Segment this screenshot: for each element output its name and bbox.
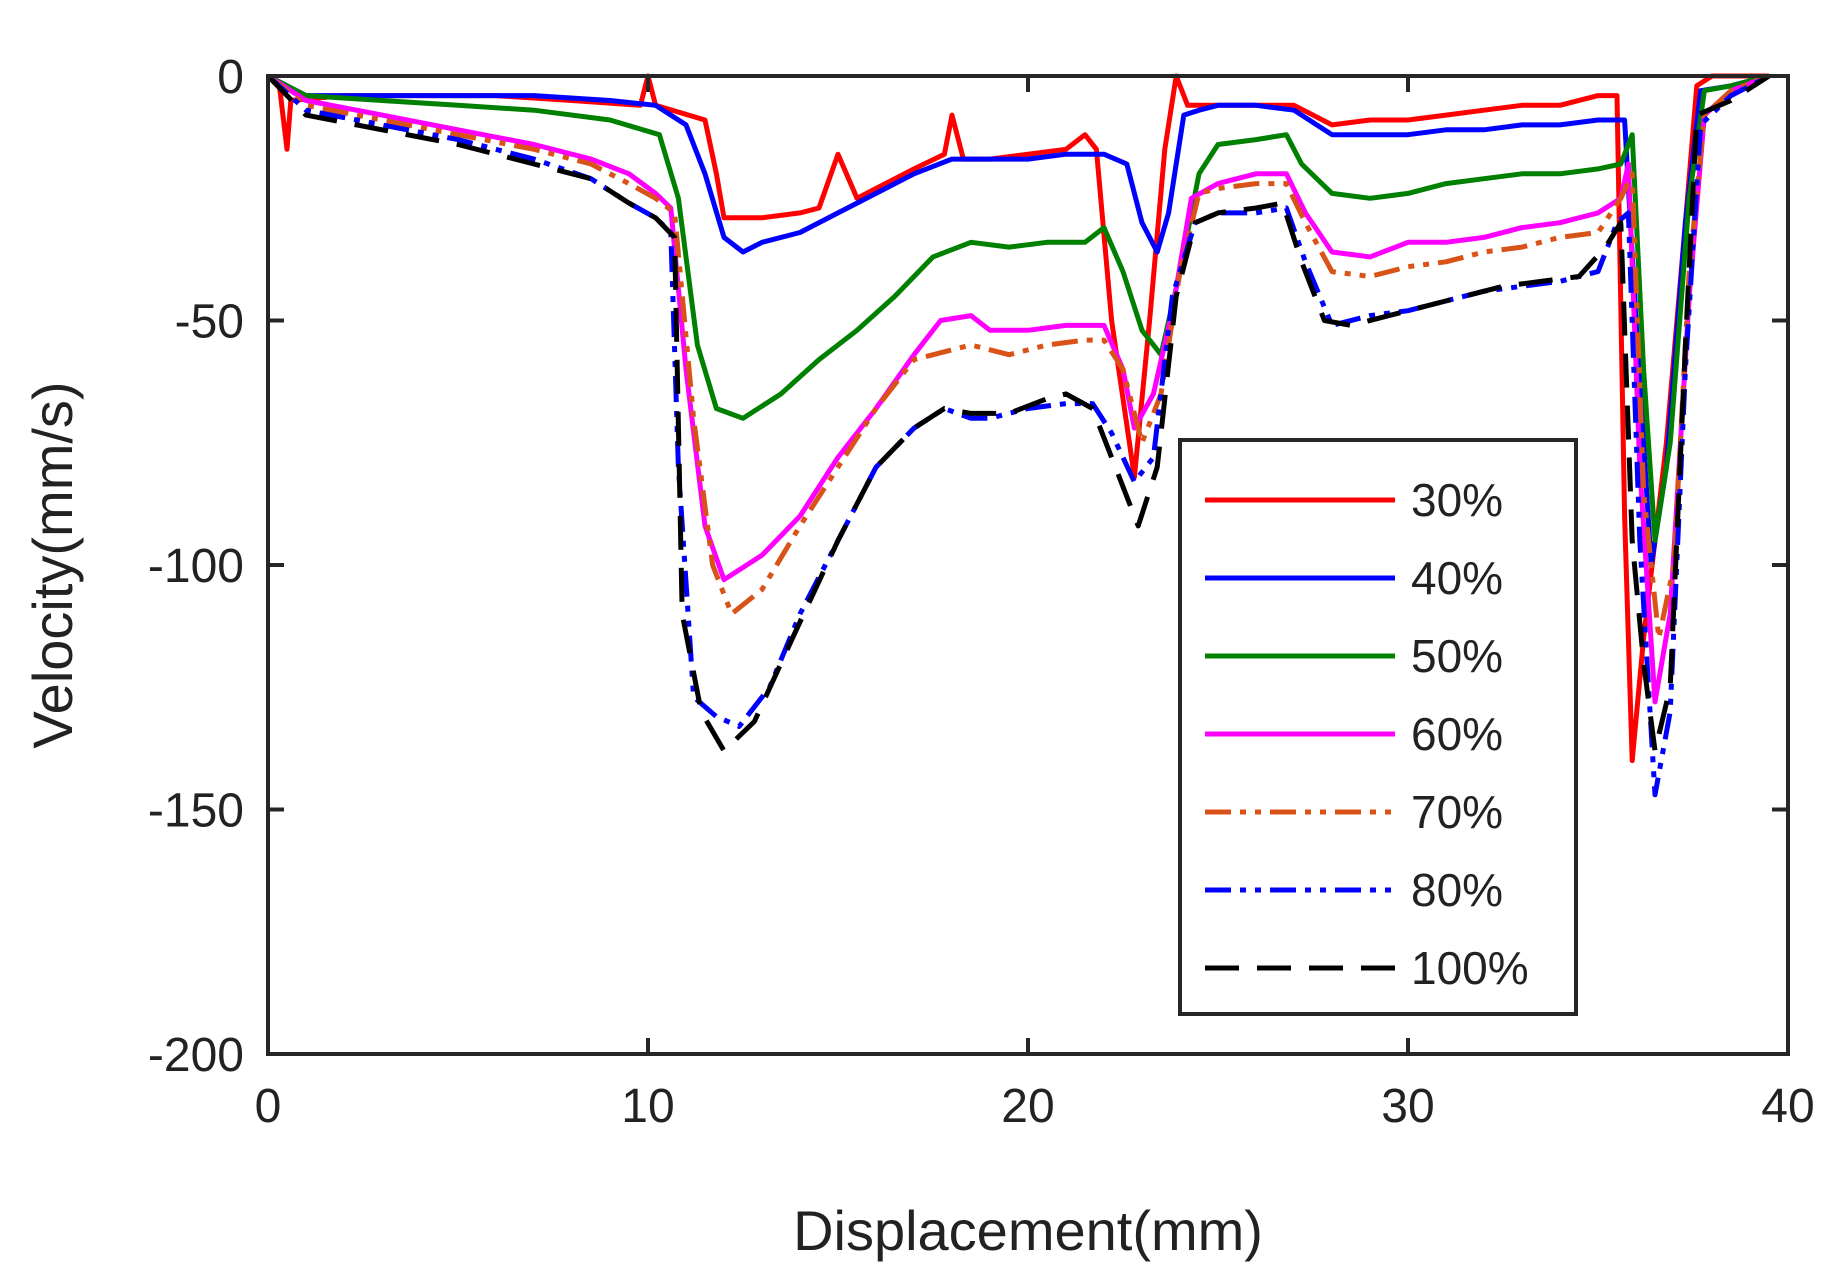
y-tick-label: -100: [148, 540, 244, 593]
y-axis-ticks: 0 -50 -100 -150 -200: [148, 51, 1788, 1082]
legend: 30% 40% 50% 60% 70% 80% 100%: [1178, 438, 1578, 1016]
y-tick-label: 0: [217, 51, 244, 104]
x-axis-ticks: 0 10 20 30 40: [255, 76, 1815, 1133]
y-tick-label: -200: [148, 1029, 244, 1082]
x-axis-title: Displacement(mm): [793, 1199, 1263, 1262]
x-tick-label: 0: [255, 1080, 282, 1133]
x-tick-label: 30: [1381, 1080, 1434, 1133]
x-tick-label: 10: [621, 1080, 674, 1133]
series-line-40pct: [266, 73, 1770, 568]
legend-label-60pct: 60%: [1411, 708, 1503, 760]
legend-box: [1178, 438, 1578, 1016]
x-tick-label: 20: [1001, 1080, 1054, 1133]
legend-label-70pct: 70%: [1411, 786, 1503, 838]
legend-label-30pct: 30%: [1411, 474, 1503, 526]
legend-label-50pct: 50%: [1411, 630, 1503, 682]
legend-label-80pct: 80%: [1411, 864, 1503, 916]
series-line-100pct: [266, 73, 1771, 754]
y-tick-label: -150: [148, 785, 244, 838]
legend-label-100pct: 100%: [1411, 942, 1529, 994]
y-tick-label: -50: [175, 296, 244, 349]
series-line-70pct: [266, 73, 1770, 641]
legend-label-40pct: 40%: [1411, 552, 1503, 604]
x-tick-label: 40: [1761, 1080, 1814, 1133]
y-axis-title: Velocity(mm/s): [21, 381, 84, 748]
